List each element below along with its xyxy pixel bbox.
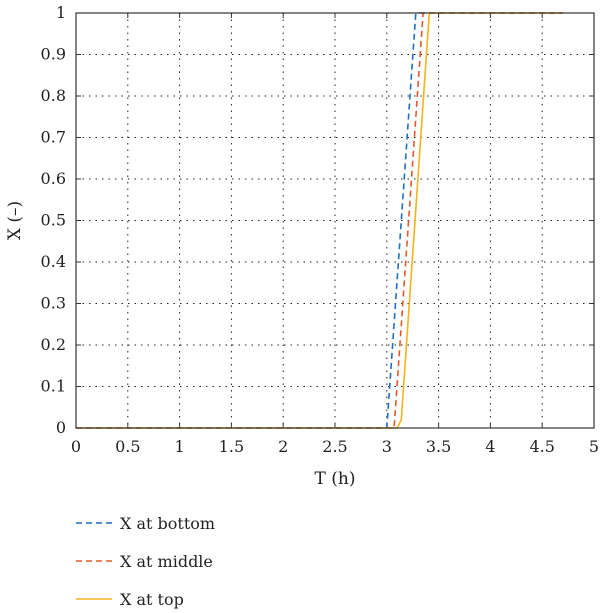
legend-label-2: X at middle bbox=[120, 552, 213, 571]
series-lines bbox=[76, 12, 563, 429]
y-tick-label: 0.9 bbox=[41, 45, 66, 64]
legend-label-1: X at bottom bbox=[120, 514, 215, 533]
x-tick-label: 2 bbox=[278, 437, 288, 456]
x-tick-label: 0 bbox=[71, 437, 81, 456]
y-tick-label: 0.2 bbox=[41, 335, 66, 354]
x-tick-label: 0.5 bbox=[115, 437, 140, 456]
y-tick-label: 0.4 bbox=[41, 252, 66, 271]
x-tick-label: 4 bbox=[485, 437, 495, 456]
y-tick-label: 0.5 bbox=[41, 211, 66, 230]
grid bbox=[75, 12, 595, 429]
x-tick-label: 3.5 bbox=[426, 437, 451, 456]
x-axis-label: T (h) bbox=[315, 469, 356, 489]
x-tick-label: 3 bbox=[382, 437, 392, 456]
y-tick-label: 0.8 bbox=[41, 86, 66, 105]
y-tick-label: 0.1 bbox=[41, 377, 66, 396]
x-tick-label: 1 bbox=[175, 437, 185, 456]
x-tick-label: 2.5 bbox=[322, 437, 347, 456]
y-tick-labels: 0 0.1 0.2 0.3 0.4 0.5 0.6 0.7 0.8 0.9 1 bbox=[41, 3, 66, 437]
y-tick-label: 0.7 bbox=[41, 128, 66, 147]
legend: X at bottom X at middle X at top bbox=[76, 514, 215, 609]
y-tick-label: 0.3 bbox=[41, 294, 66, 313]
x-tick-label: 1.5 bbox=[219, 437, 244, 456]
y-tick-label: 1 bbox=[56, 3, 66, 22]
x-tick-label: 5 bbox=[589, 437, 599, 456]
y-tick-label: 0 bbox=[56, 418, 66, 437]
series-line-2 bbox=[76, 12, 563, 429]
x-tick-labels: 0 0.5 1 1.5 2 2.5 3 3.5 4 4.5 5 bbox=[71, 437, 599, 456]
y-tick-label: 0.6 bbox=[41, 169, 66, 188]
y-axis-label: X (–) bbox=[5, 201, 25, 240]
series-line-3 bbox=[76, 12, 563, 429]
series-line-1 bbox=[76, 12, 563, 429]
legend-label-3: X at top bbox=[120, 590, 184, 609]
plot-frame bbox=[75, 12, 595, 429]
x-tick-label: 4.5 bbox=[529, 437, 554, 456]
